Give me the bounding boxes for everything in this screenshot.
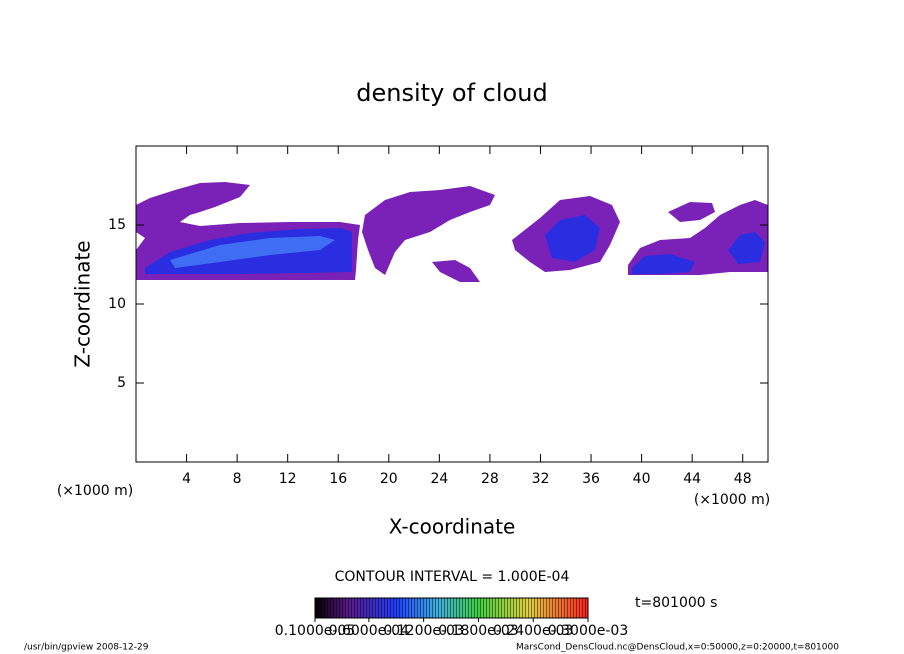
y-tick-label: 10 (108, 296, 126, 312)
x-tick-label: 8 (233, 471, 242, 487)
x-tick-label: 12 (279, 471, 297, 487)
colorbar-tick-label: 0.1200e-03 (383, 623, 463, 639)
x-axis-label: X-coordinate (389, 515, 516, 539)
footer-right: MarsCond_DensCloud.nc@DensCloud,x=0:5000… (516, 643, 839, 653)
colorbar-tick-label: 0.1800e-03 (438, 623, 518, 639)
y-unit: (×1000 m) (57, 483, 133, 499)
x-unit: (×1000 m) (694, 492, 770, 508)
x-tick-label: 28 (481, 471, 499, 487)
colorbar-tick-label: 0.3000e-03 (548, 623, 628, 639)
x-tick-label: 20 (380, 471, 398, 487)
colorbar-tick-label: 0.1000e-05 (275, 623, 355, 639)
chart-title: density of cloud (356, 79, 547, 107)
colorbar-tick-label: 0.2400e-03 (493, 623, 573, 639)
colorbar-tick-label: 0.6000e-04 (329, 623, 410, 639)
x-tick-label: 32 (532, 471, 550, 487)
y-axis-label: Z-coordinate (71, 240, 95, 367)
x-tick-label: 16 (329, 471, 347, 487)
colorbar-frame (314, 597, 589, 619)
x-tick-label: 48 (734, 471, 752, 487)
x-tick-label: 44 (683, 471, 701, 487)
y-tick-label: 5 (117, 375, 126, 391)
contour-interval: CONTOUR INTERVAL = 1.000E-04 (335, 569, 570, 585)
footer-left: /usr/bin/gpview 2008-12-29 (24, 643, 149, 653)
time-label: t=801000 s (635, 595, 717, 611)
x-tick-label: 4 (182, 471, 191, 487)
x-tick-label: 40 (633, 471, 651, 487)
contour-field (136, 182, 768, 282)
y-tick-label: 15 (108, 217, 126, 233)
x-tick-label: 36 (582, 471, 600, 487)
x-tick-label: 24 (430, 471, 448, 487)
